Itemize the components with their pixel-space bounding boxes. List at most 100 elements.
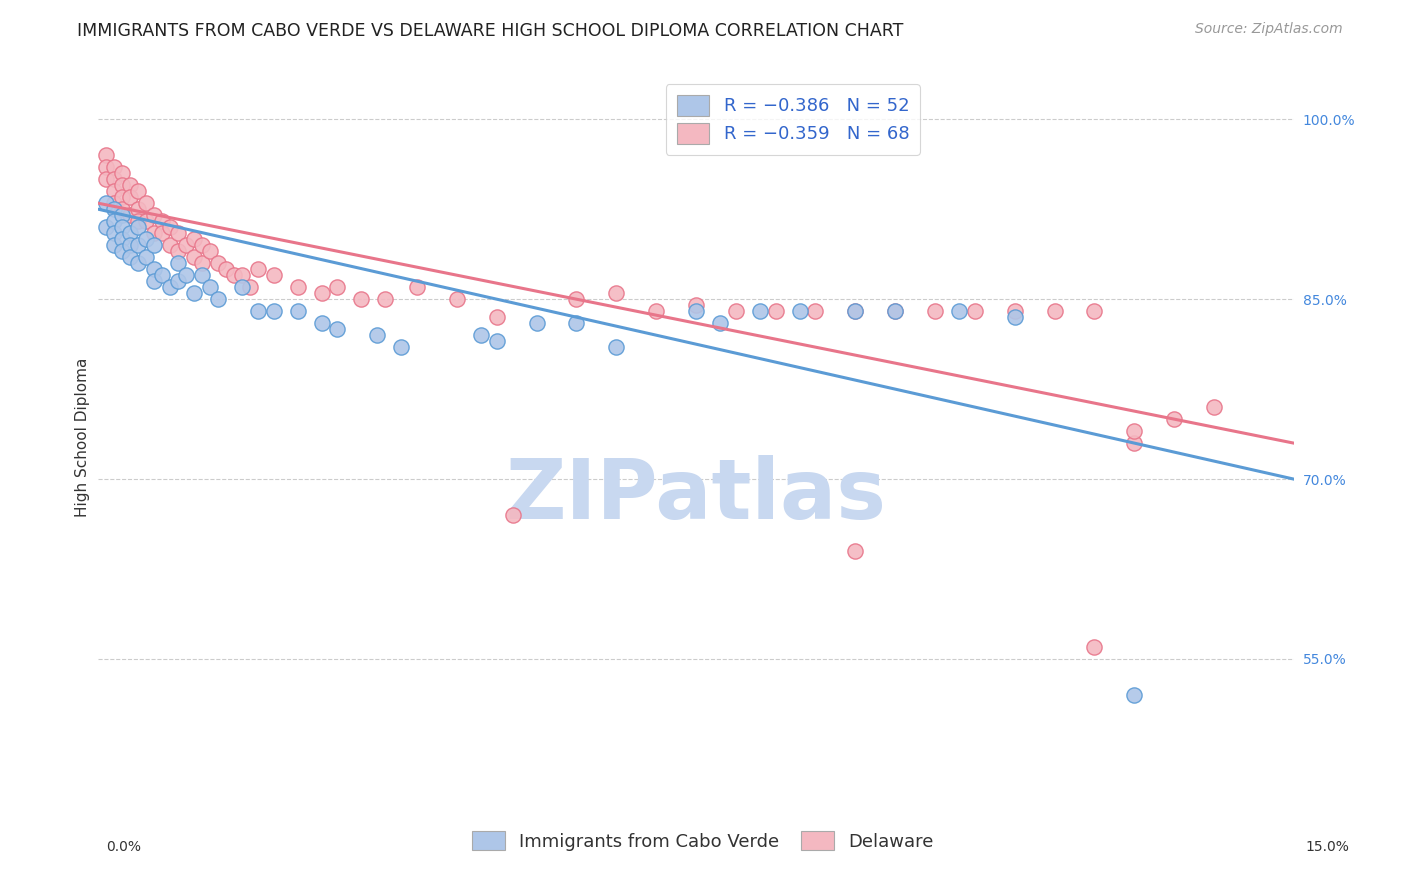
- Point: [103, 184, 125, 198]
- Point: [446, 292, 468, 306]
- Legend: R = −0.386   N = 52, R = −0.359   N = 68: R = −0.386 N = 52, R = −0.359 N = 68: [666, 84, 920, 154]
- Point: [1043, 304, 1066, 318]
- Point: [287, 304, 309, 318]
- Point: [159, 238, 181, 252]
- Point: [120, 208, 142, 222]
- Point: [374, 292, 396, 306]
- Point: [1083, 304, 1105, 318]
- Point: [948, 304, 970, 318]
- Point: [565, 316, 588, 330]
- Point: [150, 268, 173, 283]
- Point: [326, 280, 349, 294]
- Point: [143, 238, 166, 252]
- Point: [844, 544, 866, 558]
- Point: [191, 256, 214, 270]
- Point: [215, 262, 238, 277]
- Point: [311, 286, 333, 301]
- Point: [246, 304, 269, 318]
- Point: [111, 166, 134, 180]
- Point: [485, 310, 508, 325]
- Point: [127, 184, 149, 198]
- Point: [366, 328, 388, 343]
- Point: [159, 220, 181, 235]
- Point: [789, 304, 811, 318]
- Point: [143, 262, 166, 277]
- Point: [685, 304, 707, 318]
- Point: [111, 202, 134, 217]
- Point: [311, 316, 333, 330]
- Point: [1123, 424, 1146, 438]
- Point: [111, 190, 134, 204]
- Point: [765, 304, 787, 318]
- Point: [884, 304, 907, 318]
- Point: [150, 214, 173, 228]
- Point: [120, 250, 142, 264]
- Point: [1163, 412, 1185, 426]
- Point: [502, 508, 524, 522]
- Point: [111, 178, 134, 193]
- Point: [183, 250, 205, 264]
- Point: [470, 328, 492, 343]
- Point: [111, 232, 134, 246]
- Point: [127, 256, 149, 270]
- Point: [174, 238, 197, 252]
- Point: [207, 292, 229, 306]
- Point: [239, 280, 262, 294]
- Point: [263, 268, 285, 283]
- Point: [135, 250, 157, 264]
- Point: [191, 238, 214, 252]
- Point: [1083, 640, 1105, 654]
- Point: [709, 316, 731, 330]
- Point: [135, 196, 157, 211]
- Point: [183, 232, 205, 246]
- Point: [120, 178, 142, 193]
- Point: [406, 280, 429, 294]
- Point: [127, 214, 149, 228]
- Point: [207, 256, 229, 270]
- Point: [103, 196, 125, 211]
- Point: [526, 316, 548, 330]
- Point: [143, 208, 166, 222]
- Point: [120, 190, 142, 204]
- Point: [963, 304, 986, 318]
- Point: [1004, 310, 1026, 325]
- Point: [605, 286, 627, 301]
- Y-axis label: High School Diploma: High School Diploma: [75, 358, 90, 516]
- Legend: Immigrants from Cabo Verde, Delaware: Immigrants from Cabo Verde, Delaware: [465, 824, 941, 858]
- Point: [231, 280, 253, 294]
- Point: [127, 220, 149, 235]
- Text: IMMIGRANTS FROM CABO VERDE VS DELAWARE HIGH SCHOOL DIPLOMA CORRELATION CHART: IMMIGRANTS FROM CABO VERDE VS DELAWARE H…: [77, 22, 904, 40]
- Point: [103, 161, 125, 175]
- Point: [174, 268, 197, 283]
- Point: [103, 214, 125, 228]
- Point: [326, 322, 349, 336]
- Point: [222, 268, 245, 283]
- Point: [135, 232, 157, 246]
- Point: [804, 304, 827, 318]
- Point: [143, 274, 166, 288]
- Point: [1123, 436, 1146, 450]
- Point: [120, 238, 142, 252]
- Text: 0.0%: 0.0%: [107, 840, 141, 855]
- Point: [198, 244, 221, 259]
- Point: [884, 304, 907, 318]
- Point: [605, 340, 627, 354]
- Point: [111, 220, 134, 235]
- Point: [96, 148, 118, 162]
- Point: [167, 244, 190, 259]
- Point: [389, 340, 412, 354]
- Point: [645, 304, 668, 318]
- Point: [1202, 400, 1225, 414]
- Point: [167, 226, 190, 240]
- Point: [127, 202, 149, 217]
- Point: [350, 292, 373, 306]
- Point: [844, 304, 866, 318]
- Point: [1123, 688, 1146, 702]
- Point: [103, 172, 125, 186]
- Point: [198, 280, 221, 294]
- Point: [924, 304, 946, 318]
- Point: [159, 280, 181, 294]
- Point: [844, 304, 866, 318]
- Point: [246, 262, 269, 277]
- Point: [565, 292, 588, 306]
